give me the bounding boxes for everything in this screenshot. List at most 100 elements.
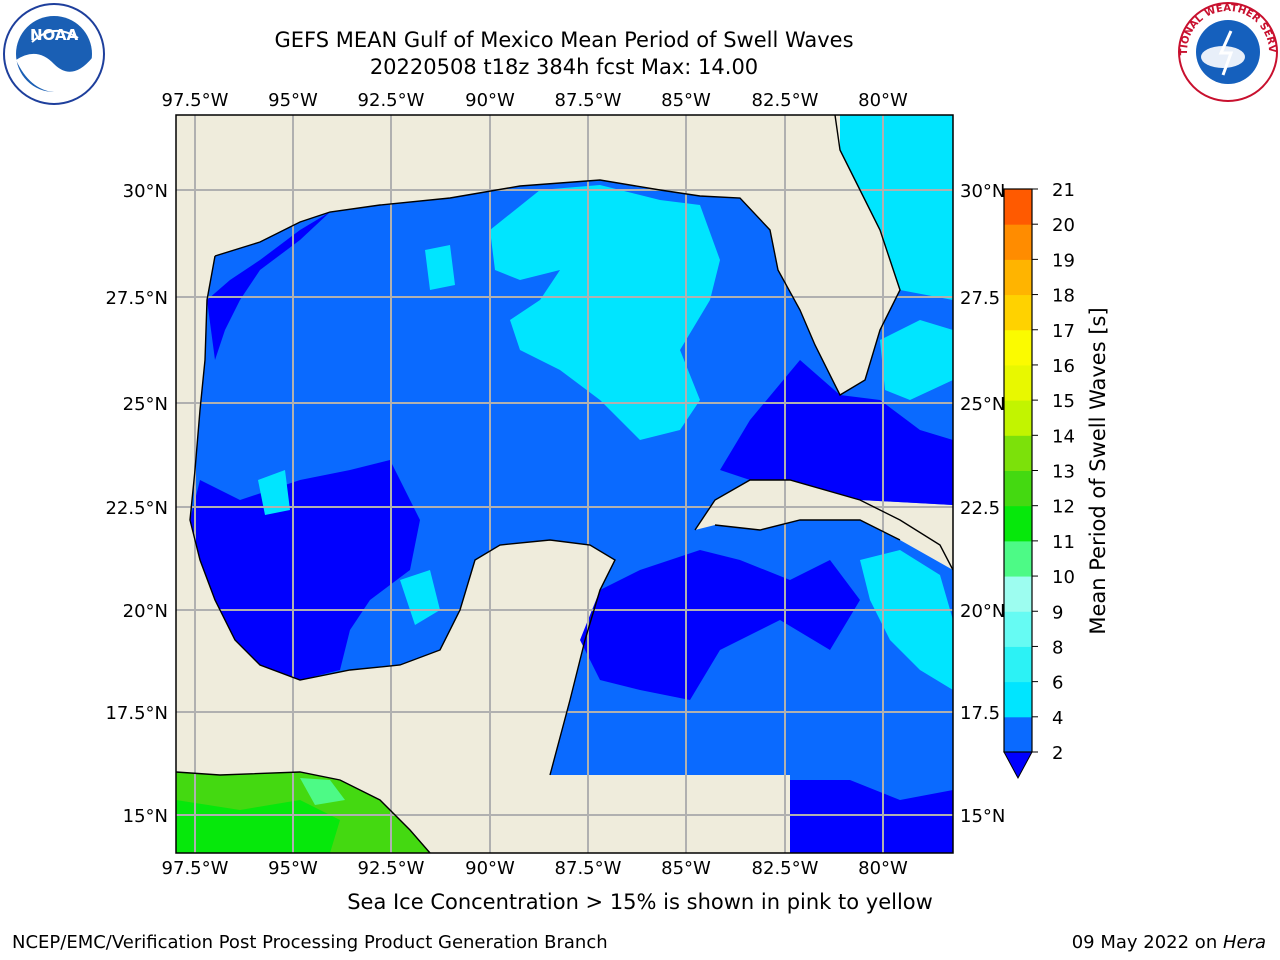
map-gridlines xyxy=(176,115,953,853)
chart-subtitle: 20220508 t18z 384h fcst Max: 14.00 xyxy=(369,55,759,79)
colorbar-tick-label: 10 xyxy=(1052,567,1075,588)
lat-label-right: 20°N xyxy=(960,601,1005,622)
lat-label-left: 25°N xyxy=(123,394,168,415)
lat-label-right: 15°N xyxy=(960,806,1005,827)
period-4-6-region xyxy=(425,245,455,290)
longitude-labels-bottom: 97.5°W 95°W 92.5°W 90°W 87.5°W 85°W 82.5°W 80°W xyxy=(162,858,908,879)
lat-label-right: 17.5 xyxy=(960,703,1000,724)
lon-label-top: 90°W xyxy=(465,90,515,111)
colorbar-tick-label: 9 xyxy=(1052,602,1063,623)
colorbar-segment xyxy=(1004,400,1032,436)
colorbar-segment xyxy=(1004,716,1032,753)
colorbar-tick-label: 17 xyxy=(1052,321,1075,342)
colorbar-tick-label: 13 xyxy=(1052,462,1075,483)
colorbar xyxy=(1003,188,1033,780)
lat-label-left: 15°N xyxy=(123,806,168,827)
colorbar-label: Mean Period of Swell Waves [s] xyxy=(1086,307,1110,634)
footer-host: Hera xyxy=(1222,932,1266,953)
colorbar-tick-label: 21 xyxy=(1052,180,1075,201)
colorbar-tick-label: 2 xyxy=(1052,743,1063,764)
lon-label-bottom: 80°W xyxy=(858,858,908,879)
lon-label-bottom: 90°W xyxy=(465,858,515,879)
colorbar-segment xyxy=(1004,611,1032,647)
colorbar-segment xyxy=(1004,470,1032,507)
lon-label-bottom: 87.5°W xyxy=(555,858,622,879)
lon-label-top: 85°W xyxy=(661,90,711,111)
colorbar-ticks: 2 4 6 8 9 10 11 12 13 14 15 16 17 18 19 20 21 xyxy=(1032,180,1075,764)
lon-label-bottom: 97.5°W xyxy=(162,858,229,879)
map-frame xyxy=(175,114,954,854)
lon-label-top: 97.5°W xyxy=(162,90,229,111)
map-area xyxy=(176,115,953,853)
lat-label-right: 25°N xyxy=(960,394,1005,415)
lon-label-top: 82.5°W xyxy=(752,90,819,111)
lat-label-left: 27.5°N xyxy=(105,288,168,309)
coastline xyxy=(189,255,616,776)
lat-label-right: 30°N xyxy=(960,181,1005,202)
colorbar-segment xyxy=(1004,505,1032,542)
period-4-6-region xyxy=(880,320,953,400)
noaa-logo-icon: NOAA xyxy=(3,3,105,105)
chart-title: GEFS MEAN Gulf of Mexico Mean Period of … xyxy=(274,28,854,52)
colorbar-segment xyxy=(1004,576,1032,612)
colorbar-tick-label: 20 xyxy=(1052,215,1075,236)
longitude-labels-top: 97.5°W 95°W 92.5°W 90°W 87.5°W 85°W 82.5°W 80°W xyxy=(162,90,908,111)
footer-date: 09 May 2022 on Hera xyxy=(1072,932,1266,953)
gulf-water xyxy=(190,180,953,853)
lat-label-left: 30°N xyxy=(123,181,168,202)
period-10-region xyxy=(176,800,340,853)
colorbar-segment xyxy=(1004,364,1032,401)
coastline xyxy=(214,115,901,396)
lon-label-bottom: 82.5°W xyxy=(752,858,819,879)
lon-label-bottom: 95°W xyxy=(268,858,318,879)
lon-label-bottom: 85°W xyxy=(661,858,711,879)
sea-ice-note: Sea Ice Concentration > 15% is shown in … xyxy=(347,890,933,914)
lat-label-left: 20°N xyxy=(123,601,168,622)
nws-logo-icon: NATIONAL WEATHER SERVICE xyxy=(1177,1,1278,102)
lat-label-left: 17.5°N xyxy=(105,703,168,724)
coastline xyxy=(176,771,431,853)
colorbar-tick-label: 14 xyxy=(1052,426,1075,447)
period-4-6-region xyxy=(490,185,720,440)
lon-label-top: 87.5°W xyxy=(555,90,622,111)
colorbar-segment xyxy=(1004,681,1032,718)
coastline-cuba xyxy=(694,479,953,571)
lat-label-left: 22.5°N xyxy=(105,498,168,519)
latitude-labels-left: 30°N 27.5°N 25°N 22.5°N 20°N 17.5°N 15°N xyxy=(105,181,168,827)
colorbar-tick-label: 19 xyxy=(1052,250,1075,271)
colorbar-tick-label: 4 xyxy=(1052,708,1063,729)
colorbar-segment xyxy=(1004,224,1032,260)
latitude-labels-right: 30°N 27.5 25°N 22.5 20°N 17.5 15°N xyxy=(960,181,1005,827)
footer-credit: NCEP/EMC/Verification Post Processing Pr… xyxy=(12,932,608,953)
colorbar-tick-label: 16 xyxy=(1052,356,1075,377)
colorbar-segment xyxy=(1004,329,1032,366)
colorbar-tick-label: 18 xyxy=(1052,286,1075,307)
colorbar-tick-label: 11 xyxy=(1052,532,1075,553)
period-4-6-region xyxy=(258,470,290,515)
colorbar-tick-label: 6 xyxy=(1052,673,1063,694)
period-4-6-region xyxy=(840,115,953,300)
lon-label-top: 80°W xyxy=(858,90,908,111)
period-9-region xyxy=(300,778,345,805)
colorbar-segment xyxy=(1004,540,1032,577)
low-period-region xyxy=(190,460,420,680)
period-4-6-region xyxy=(400,570,440,625)
low-period-region xyxy=(207,212,330,360)
colorbar-segment xyxy=(1004,294,1032,331)
colorbar-tick-label: 15 xyxy=(1052,391,1075,412)
low-period-region xyxy=(580,550,860,700)
lon-label-top: 92.5°W xyxy=(358,90,425,111)
colorbar-under-arrow xyxy=(1003,751,1033,780)
lat-label-right: 27.5 xyxy=(960,288,1000,309)
low-period-region xyxy=(790,780,953,853)
colorbar-segment xyxy=(1004,259,1032,296)
colorbar-segment xyxy=(1004,435,1032,471)
colorbar-tick-label: 12 xyxy=(1052,497,1075,518)
low-period-region xyxy=(720,360,953,505)
noaa-logo-text: NOAA xyxy=(30,26,79,44)
lat-label-right: 22.5 xyxy=(960,498,1000,519)
colorbar-segment xyxy=(1004,189,1032,225)
colorbar-tick-label: 8 xyxy=(1052,637,1063,658)
footer-date-text: 09 May 2022 on xyxy=(1071,932,1223,953)
